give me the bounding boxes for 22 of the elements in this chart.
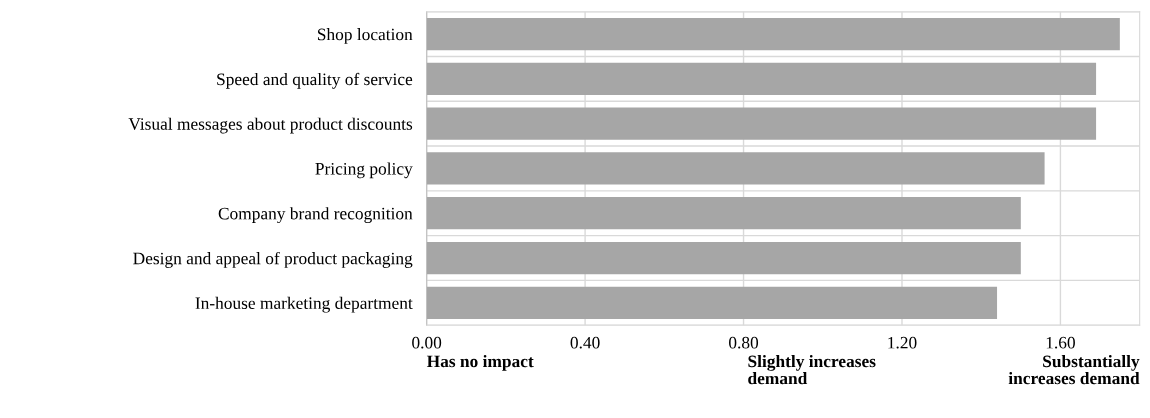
x-tick-label: 1.60 — [1046, 336, 1075, 349]
bar — [426, 17, 1120, 51]
y-tick-label: Pricing policy — [315, 162, 413, 179]
bar — [426, 286, 998, 319]
bar — [426, 197, 1021, 230]
y-tick-label: Company brand recognition — [218, 207, 413, 224]
x-tick-label: 1.20 — [888, 336, 917, 349]
x-tick-label: 0.80 — [729, 336, 759, 349]
text: Has no impact — [426, 354, 534, 371]
text: Slightly increases demand — [748, 354, 876, 385]
y-tick-label: Visual messages about product discounts — [128, 117, 413, 134]
text: Substantially increases demand — [1008, 354, 1140, 385]
y-tick-label: Speed and quality of service — [217, 72, 413, 89]
bar — [426, 107, 1097, 140]
bar — [426, 241, 1021, 275]
x-tick-label: 0.40 — [570, 336, 600, 349]
x-tick-label: 0.00 — [412, 336, 442, 349]
bar — [426, 152, 1045, 185]
y-tick-label: Shop location — [317, 28, 413, 44]
y-tick-label: In-house marketing department — [195, 296, 413, 313]
y-tick-label: Design and appeal of product packaging — [133, 251, 413, 268]
bar — [426, 62, 1097, 96]
